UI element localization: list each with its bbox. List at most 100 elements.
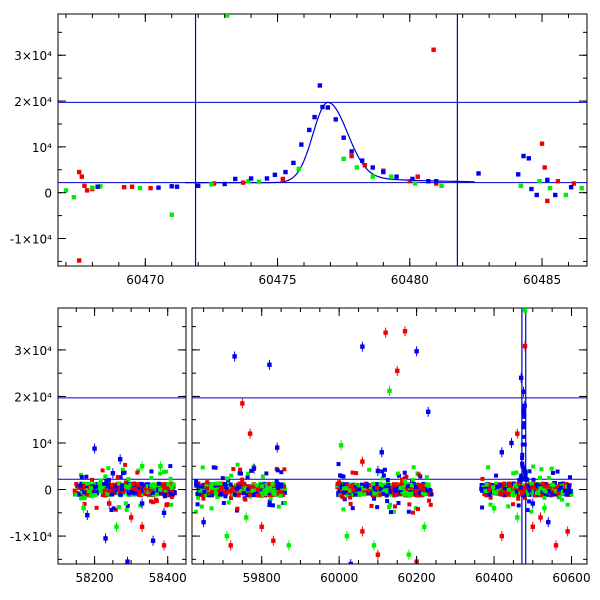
blue-data-point [342,497,347,502]
red-data-point [223,490,228,495]
green-data-point [89,486,94,491]
blue-data-point [370,165,375,170]
green-data-point [513,483,518,488]
blue-data-point [275,468,280,473]
blue-data-point [101,482,106,487]
red-data-point [76,258,82,263]
green-data-point [549,482,554,487]
y-tick-label: 2×10⁴ [14,390,52,404]
red-data-point [516,487,521,492]
blue-data-point [117,457,123,462]
blue-data-point [104,478,109,483]
blue-data-point [320,104,325,110]
red-data-point [335,481,340,486]
blue-data-point [516,172,521,177]
x-tick-label: 60400 [475,571,513,585]
blue-data-point [490,483,495,488]
blue-data-point [396,473,401,478]
green-data-point [341,156,346,161]
green-data-point [263,492,268,497]
red-data-point [148,488,153,493]
green-data-point [344,486,349,491]
blue-data-point [524,477,529,482]
green-data-point [171,482,176,487]
red-data-point [225,489,230,494]
green-data-point [409,488,414,493]
blue-data-point [82,490,87,495]
red-data-point [107,489,112,494]
green-data-point [86,488,91,493]
red-data-point [247,431,253,436]
green-data-point [348,488,353,493]
red-data-point [522,485,527,490]
blue-data-point [84,474,89,479]
red-data-point [516,493,521,498]
green-data-point [96,482,101,487]
blue-data-point [92,446,97,451]
red-data-point [250,484,255,489]
red-data-point [102,489,107,494]
red-data-point [280,176,286,182]
red-data-point [133,487,138,492]
blue-data-point [237,471,242,476]
red-data-point [407,502,412,507]
blue-data-point [223,494,228,499]
green-data-point [98,184,103,189]
green-data-point [246,471,251,476]
red-data-point [211,181,217,186]
red-data-point [281,484,286,489]
green-data-point [484,482,489,487]
red-data-point [117,488,122,493]
red-data-point [532,486,537,491]
blue-data-point [494,473,499,478]
blue-data-point [126,491,131,496]
x-tick-label: 60200 [398,571,436,585]
green-data-point [256,179,262,184]
red-data-point [347,485,352,490]
blue-data-point [206,493,211,498]
green-data-point [388,502,393,507]
green-data-point [125,484,130,489]
green-data-point [153,482,158,487]
red-data-point [550,490,555,495]
green-data-point [496,487,501,492]
y-tick-label: 3×10⁴ [14,344,52,358]
green-data-point [208,484,213,489]
blue-data-point [151,490,156,495]
green-data-point [86,481,91,486]
blue-data-point [509,440,514,446]
green-data-point [484,489,489,494]
blue-data-point [118,475,123,480]
red-data-point [541,481,546,486]
blue-data-point [527,469,532,474]
blue-data-point [276,486,281,491]
green-data-point [215,494,220,499]
green-data-point [105,491,110,496]
red-data-point [131,481,136,486]
blue-data-point [396,500,401,505]
red-data-point [488,495,493,500]
blue-data-point [312,114,317,120]
green-data-point [522,308,528,313]
blue-data-point [307,127,312,133]
green-data-point [225,14,230,18]
blue-data-point [553,192,558,198]
blue-data-point [198,485,203,490]
blue-data-point [562,488,567,493]
red-data-point [399,481,404,486]
red-data-point [94,505,99,510]
red-data-point [407,179,412,184]
green-data-point [340,481,345,486]
blue-data-point [378,486,383,491]
blue-data-point [405,484,410,489]
blue-data-point [110,471,116,476]
red-data-point [499,533,505,539]
red-data-point [375,485,380,490]
blue-data-point [406,509,411,514]
blue-data-point [232,492,237,497]
red-data-point [231,467,236,472]
blue-data-point [349,149,354,154]
blue-data-point [545,177,550,183]
blue-data-point [249,468,254,473]
green-data-point [360,485,365,490]
